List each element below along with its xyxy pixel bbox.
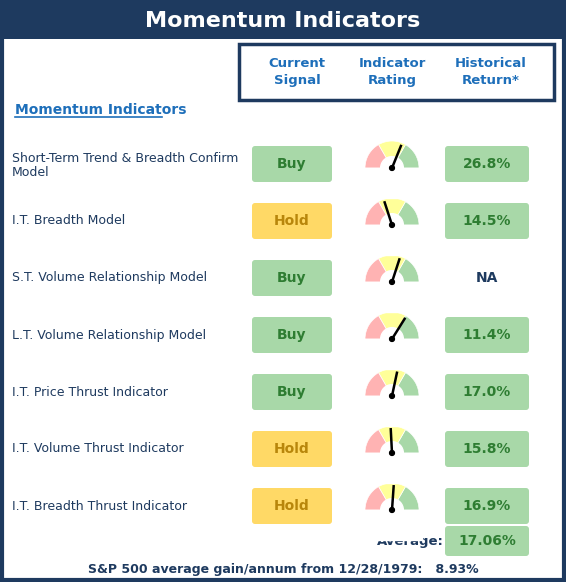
Text: I.T. Volume Thrust Indicator: I.T. Volume Thrust Indicator (12, 442, 183, 456)
Wedge shape (392, 430, 419, 453)
Wedge shape (365, 430, 392, 453)
Text: Buy: Buy (277, 157, 307, 171)
Text: Buy: Buy (277, 328, 307, 342)
Circle shape (389, 508, 395, 512)
Circle shape (381, 271, 404, 293)
Text: 26.8%: 26.8% (463, 157, 511, 171)
FancyBboxPatch shape (252, 488, 332, 524)
Wedge shape (392, 144, 419, 168)
Wedge shape (365, 201, 392, 225)
Text: 16.9%: 16.9% (463, 499, 511, 513)
Wedge shape (379, 483, 405, 510)
Text: Hold: Hold (274, 499, 310, 513)
Text: Momentum Indicators: Momentum Indicators (15, 103, 187, 117)
Wedge shape (379, 369, 405, 396)
Text: Hold: Hold (274, 442, 310, 456)
Bar (362, 396, 422, 426)
Text: I.T. Breadth Model: I.T. Breadth Model (12, 215, 125, 228)
Circle shape (389, 222, 395, 228)
Text: Buy: Buy (277, 271, 307, 285)
Wedge shape (379, 255, 405, 282)
Circle shape (381, 328, 404, 350)
FancyBboxPatch shape (252, 317, 332, 353)
Text: Indicator
Rating: Indicator Rating (358, 57, 426, 87)
Wedge shape (365, 315, 392, 339)
Text: Short-Term Trend & Breadth Confirm: Short-Term Trend & Breadth Confirm (12, 151, 238, 165)
Wedge shape (365, 258, 392, 282)
Text: 17.06%: 17.06% (458, 534, 516, 548)
Bar (362, 510, 422, 540)
Circle shape (389, 165, 395, 171)
Text: S&P 500 average gain/annum from 12/28/1979:   8.93%: S&P 500 average gain/annum from 12/28/19… (88, 563, 478, 577)
Wedge shape (392, 315, 419, 339)
FancyBboxPatch shape (252, 431, 332, 467)
FancyBboxPatch shape (445, 374, 529, 410)
Circle shape (389, 336, 395, 342)
Wedge shape (392, 487, 419, 510)
Circle shape (381, 214, 404, 236)
Text: I.T. Breadth Thrust Indicator: I.T. Breadth Thrust Indicator (12, 499, 187, 513)
Wedge shape (365, 487, 392, 510)
Text: Average:: Average: (377, 534, 444, 548)
Circle shape (381, 442, 404, 464)
FancyBboxPatch shape (445, 317, 529, 353)
Wedge shape (379, 426, 405, 453)
Circle shape (389, 450, 395, 456)
Text: Momentum Indicators: Momentum Indicators (145, 11, 421, 31)
FancyBboxPatch shape (2, 2, 564, 39)
Text: 14.5%: 14.5% (463, 214, 511, 228)
Wedge shape (392, 258, 419, 282)
FancyBboxPatch shape (239, 44, 554, 100)
Circle shape (381, 499, 404, 521)
Bar (362, 225, 422, 255)
FancyBboxPatch shape (445, 203, 529, 239)
FancyBboxPatch shape (252, 146, 332, 182)
Text: Current
Signal: Current Signal (268, 57, 325, 87)
FancyBboxPatch shape (252, 260, 332, 296)
Wedge shape (392, 201, 419, 225)
FancyBboxPatch shape (445, 146, 529, 182)
FancyBboxPatch shape (252, 203, 332, 239)
Text: L.T. Volume Relationship Model: L.T. Volume Relationship Model (12, 328, 206, 342)
Circle shape (381, 157, 404, 179)
Text: Hold: Hold (274, 214, 310, 228)
Text: Buy: Buy (277, 385, 307, 399)
Wedge shape (392, 372, 419, 396)
Wedge shape (365, 372, 392, 396)
Bar (362, 168, 422, 198)
Text: 17.0%: 17.0% (463, 385, 511, 399)
Text: Historical
Return*: Historical Return* (455, 57, 527, 87)
Wedge shape (365, 144, 392, 168)
Text: Model: Model (12, 165, 50, 179)
Circle shape (381, 385, 404, 407)
Text: 11.4%: 11.4% (463, 328, 511, 342)
Wedge shape (379, 198, 405, 225)
Bar (362, 339, 422, 369)
Text: NA: NA (476, 271, 498, 285)
Wedge shape (379, 141, 405, 168)
Wedge shape (379, 312, 405, 339)
Bar (362, 453, 422, 483)
Text: I.T. Price Thrust Indicator: I.T. Price Thrust Indicator (12, 385, 168, 399)
FancyBboxPatch shape (252, 374, 332, 410)
Text: S.T. Volume Relationship Model: S.T. Volume Relationship Model (12, 271, 207, 285)
Circle shape (389, 279, 395, 285)
FancyBboxPatch shape (445, 488, 529, 524)
Text: 15.8%: 15.8% (463, 442, 511, 456)
FancyBboxPatch shape (445, 431, 529, 467)
FancyBboxPatch shape (445, 526, 529, 556)
Circle shape (389, 393, 395, 399)
Bar (362, 282, 422, 312)
